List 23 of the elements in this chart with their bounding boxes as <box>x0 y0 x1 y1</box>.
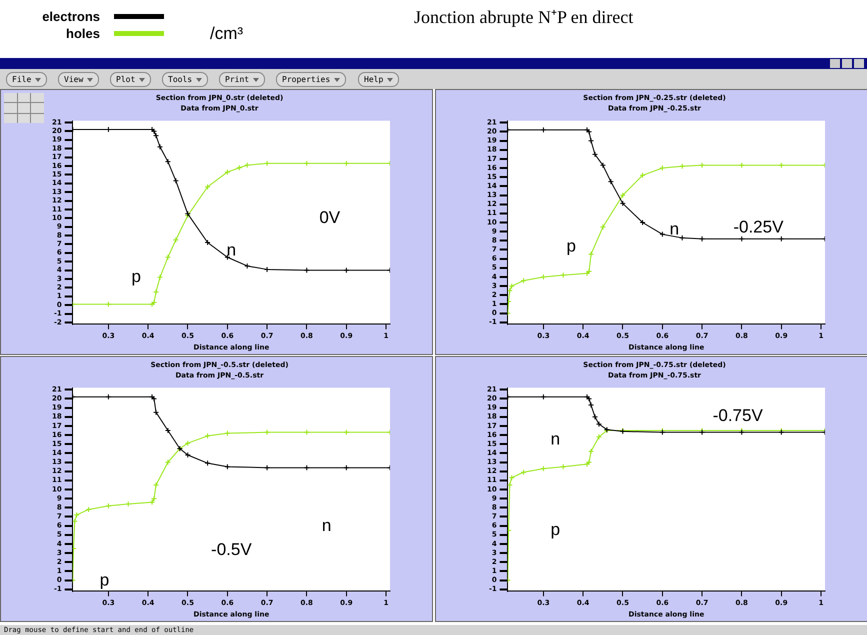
text: Plot <box>110 72 152 87</box>
annotation: n <box>226 240 236 260</box>
text: /cm³ <box>210 24 244 44</box>
text: Help <box>358 72 400 87</box>
annotation: p <box>131 267 141 286</box>
legend-label: holes <box>65 26 100 41</box>
text: File <box>6 72 48 87</box>
text: Jonction abrupte N⁺P en direct <box>414 6 634 28</box>
text: Tools <box>162 72 208 87</box>
annotation: n <box>550 429 560 448</box>
annotation: n <box>670 219 680 238</box>
annotation: -0.25V <box>733 217 784 236</box>
annotation: p <box>100 570 110 590</box>
text: Print <box>219 72 266 87</box>
annotation: -0.5V <box>211 540 252 560</box>
annotation: n <box>322 516 332 535</box>
annotation: -0.75V <box>712 406 764 425</box>
annotation: p <box>550 520 560 539</box>
text: View <box>58 72 100 87</box>
annotation: p <box>566 236 576 256</box>
text: Properties <box>276 72 346 87</box>
legend-label: electrons <box>41 9 100 24</box>
annotation: 0V <box>319 208 341 228</box>
